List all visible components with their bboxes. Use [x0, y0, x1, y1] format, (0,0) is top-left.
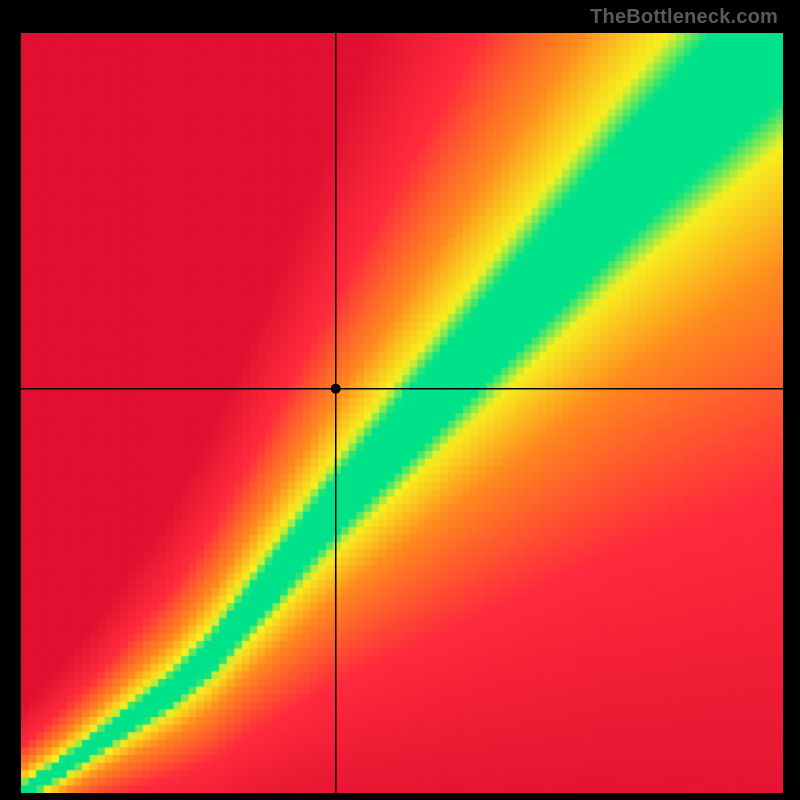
- heatmap-canvas: [21, 33, 783, 793]
- chart-stage: TheBottleneck.com: [0, 0, 800, 800]
- watermark-label: TheBottleneck.com: [590, 6, 778, 29]
